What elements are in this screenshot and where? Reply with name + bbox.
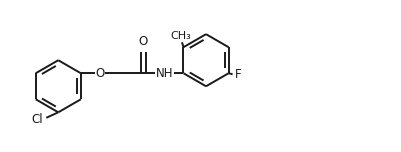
Text: Cl: Cl [32, 113, 43, 126]
Text: O: O [95, 67, 104, 80]
Text: F: F [234, 68, 241, 81]
Text: CH₃: CH₃ [170, 31, 191, 41]
Text: NH: NH [155, 67, 173, 80]
Text: O: O [138, 35, 148, 48]
